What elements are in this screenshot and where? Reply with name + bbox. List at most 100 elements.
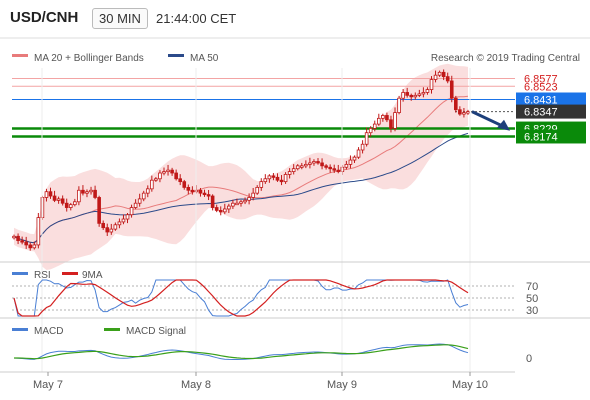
candle-body [372, 123, 377, 129]
candle-body [190, 189, 195, 193]
legend-swatch-macd-signal [104, 328, 120, 331]
legend-rsi-ma: 9MA [82, 270, 103, 281]
candle-body [109, 228, 114, 233]
rsi-tick-label: 70 [526, 281, 538, 293]
candle-body [344, 163, 349, 168]
candle-body [255, 186, 260, 194]
candle-body [198, 189, 203, 194]
candle-body [214, 207, 219, 211]
x-tick-label: May 7 [33, 379, 63, 391]
candle-body [158, 172, 162, 180]
candle-body [81, 189, 85, 194]
candle-body [73, 201, 77, 206]
candle-body [251, 192, 255, 198]
candle-body [304, 163, 308, 167]
candle-body [170, 169, 174, 174]
candle-body [401, 92, 405, 99]
candle-body [182, 181, 187, 188]
candle-body [60, 198, 65, 204]
candle-body [413, 94, 418, 98]
candle-body [417, 93, 422, 96]
candle-body [202, 192, 207, 196]
candle-body [295, 165, 300, 170]
timeframe-badge[interactable]: 30 MIN [92, 8, 148, 29]
candle-body [24, 241, 28, 246]
candle-body [186, 186, 191, 191]
candle-body [247, 197, 251, 201]
rsi-tick-label: 50 [526, 293, 538, 305]
x-tick-label: May 10 [452, 379, 488, 391]
candle-body [352, 156, 357, 161]
candle-body [360, 143, 365, 151]
ma50-line [13, 132, 469, 244]
candle-body [44, 191, 49, 198]
x-tick-label: May 9 [327, 379, 357, 391]
level-label-resistance: 6.8523 [524, 81, 558, 93]
candle-body [56, 198, 61, 201]
candle-body [356, 149, 361, 158]
rsi-ma-line [13, 279, 469, 317]
candle-body [12, 235, 16, 239]
bollinger-band [14, 63, 468, 271]
candle-body [154, 178, 158, 181]
candle-body [28, 244, 33, 249]
timestamp: 21:44:00 CET [156, 11, 237, 26]
candle-body [52, 195, 57, 201]
legend-swatch-rsi-ma [62, 272, 78, 275]
candle-body [150, 179, 154, 190]
candle-body [141, 192, 146, 200]
candle-body [466, 111, 470, 114]
candle-body [381, 115, 385, 119]
projection-arrowhead [497, 119, 510, 131]
candle-body [101, 222, 105, 229]
level-label-support: 6.8174 [524, 131, 558, 143]
candle-body [271, 175, 276, 178]
candle-body [449, 80, 454, 99]
candle-body [133, 202, 138, 208]
candle-body [324, 165, 328, 168]
candle-body [117, 221, 122, 226]
level-badge-support [516, 129, 586, 144]
candle-body [48, 191, 53, 197]
candle-body [437, 71, 442, 76]
candle-body [162, 171, 166, 174]
legend-ma50: MA 50 [190, 53, 219, 64]
projection-arrow [471, 110, 505, 129]
candle-body [429, 79, 434, 90]
candle-body [166, 169, 170, 173]
candle-body [243, 199, 247, 203]
candle-body [20, 240, 24, 243]
candle-body [263, 178, 268, 183]
candle-body [85, 191, 89, 194]
candle-body [145, 188, 150, 194]
candle-body [458, 109, 462, 115]
candle-body [279, 179, 284, 183]
legend-macd: MACD [34, 326, 63, 337]
candle-body [178, 178, 183, 183]
candle-body [77, 189, 81, 203]
candle-body [377, 117, 381, 125]
candle-body [332, 168, 337, 171]
candle-body [291, 168, 296, 172]
candle-body [348, 159, 353, 165]
candle-body [231, 202, 235, 207]
chart-header: USD/CNH 30 MIN 21:44:00 CET [0, 0, 590, 38]
level-label-pivot: 6.8431 [524, 95, 558, 107]
level-label-resistance: 6.8577 [524, 74, 558, 86]
candle-body [445, 76, 450, 82]
candle-body [105, 227, 110, 233]
candle-body [113, 224, 118, 230]
candle-body [227, 205, 231, 210]
candle-body [405, 92, 409, 96]
level-badge-last [516, 104, 586, 119]
candle-body [210, 195, 215, 208]
candle-body [125, 214, 130, 220]
candle-body [397, 97, 401, 113]
candle-body [206, 194, 211, 197]
candle-body [16, 235, 20, 242]
candle-body [222, 208, 227, 213]
candle-body [97, 197, 101, 224]
candle-body [68, 204, 73, 208]
credit-text: Research © 2019 Trading Central [431, 53, 580, 64]
